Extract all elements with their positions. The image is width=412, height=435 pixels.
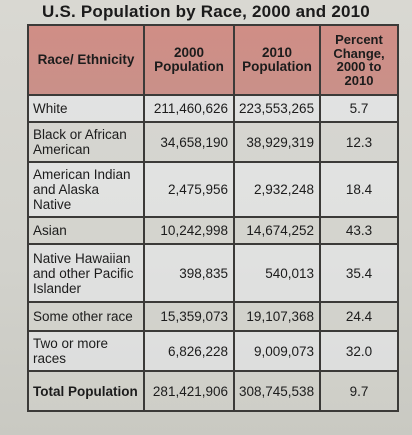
percent-change-cell: 5.7 (319, 94, 399, 123)
race-cell: Native Hawaiian and other Pacific Island… (27, 243, 145, 303)
race-cell: Total Population (27, 370, 145, 412)
pop-2000-cell: 15,359,073 (143, 301, 235, 332)
pop-2000-cell: 6,826,228 (143, 330, 235, 372)
percent-change-cell: 18.4 (319, 161, 399, 218)
pop-2010-cell: 38,929,319 (233, 121, 321, 163)
pop-2000-cell: 281,421,906 (143, 370, 235, 412)
pop-2010-cell: 14,674,252 (233, 216, 321, 245)
header-pop-2010: 2010 Population (233, 24, 321, 96)
pop-2010-cell: 223,553,265 (233, 94, 321, 123)
pop-2010-cell: 2,932,248 (233, 161, 321, 218)
pop-2010-cell: 19,107,368 (233, 301, 321, 332)
race-cell: American Indian and Alaska Native (27, 161, 145, 218)
header-race: Race/ Ethnicity (27, 24, 145, 96)
table-row-black: Black or African American 34,658,190 38,… (27, 121, 399, 163)
pop-2010-cell: 540,013 (233, 243, 321, 303)
table-row-two-or-more: Two or more races 6,826,228 9,009,073 32… (27, 330, 399, 372)
percent-change-cell: 24.4 (319, 301, 399, 332)
pop-2010-cell: 9,009,073 (233, 330, 321, 372)
table-row-total: Total Population 281,421,906 308,745,538… (27, 370, 399, 412)
header-row: Race/ Ethnicity 2000 Population 2010 Pop… (27, 24, 399, 96)
pop-2000-cell: 34,658,190 (143, 121, 235, 163)
race-cell: Some other race (27, 301, 145, 332)
table-title: U.S. Population by Race, 2000 and 2010 (42, 2, 370, 21)
race-cell: Black or African American (27, 121, 145, 163)
population-table: Race/ Ethnicity 2000 Population 2010 Pop… (27, 24, 399, 412)
pop-2000-cell: 398,835 (143, 243, 235, 303)
pop-2010-cell: 308,745,538 (233, 370, 321, 412)
table-row-native-hawaiian: Native Hawaiian and other Pacific Island… (27, 243, 399, 303)
table-row-some-other-race: Some other race 15,359,073 19,107,368 24… (27, 301, 399, 332)
header-pop-2000: 2000 Population (143, 24, 235, 96)
race-cell: White (27, 94, 145, 123)
pop-2000-cell: 2,475,956 (143, 161, 235, 218)
table-row-american-indian: American Indian and Alaska Native 2,475,… (27, 161, 399, 218)
pop-2000-cell: 211,460,626 (143, 94, 235, 123)
table-row-asian: Asian 10,242,998 14,674,252 43.3 (27, 216, 399, 245)
percent-change-cell: 35.4 (319, 243, 399, 303)
race-cell: Two or more races (27, 330, 145, 372)
table-row-white: White 211,460,626 223,553,265 5.7 (27, 94, 399, 123)
percent-change-cell: 9.7 (319, 370, 399, 412)
header-percent-change: Percent Change, 2000 to 2010 (319, 24, 399, 96)
percent-change-cell: 43.3 (319, 216, 399, 245)
race-cell: Asian (27, 216, 145, 245)
percent-change-cell: 32.0 (319, 330, 399, 372)
percent-change-cell: 12.3 (319, 121, 399, 163)
pop-2000-cell: 10,242,998 (143, 216, 235, 245)
